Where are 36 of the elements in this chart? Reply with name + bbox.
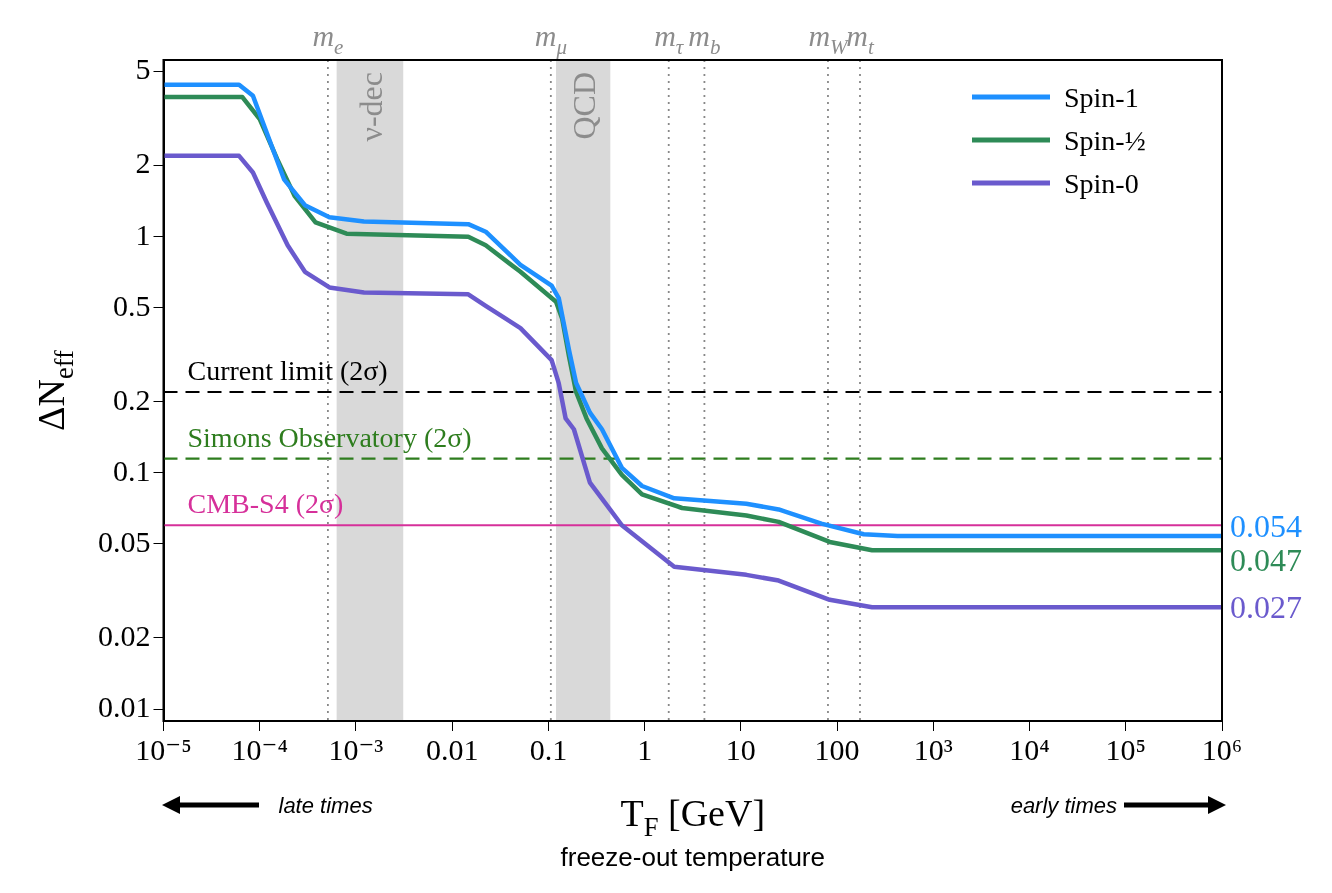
y-tick-label: 0.5 — [113, 288, 151, 322]
band-label: QCD — [566, 72, 603, 140]
x-tick-label: 10⁻³ — [328, 732, 384, 766]
x-tick-label: 10⁵ — [1105, 732, 1147, 766]
band-label: ν-dec — [352, 72, 389, 142]
x-tick-label: 10³ — [913, 732, 953, 766]
x-tick-label: 10⁻⁵ — [135, 732, 192, 766]
text: freeze-out temperature — [560, 842, 825, 872]
x-tick-label: 0.01 — [425, 732, 479, 766]
legend-label: Spin-1 — [1064, 82, 1139, 113]
y-tick-label: 0.01 — [98, 689, 151, 723]
data-label: 0.027 — [1230, 589, 1302, 626]
x-tick-label: 10 — [725, 732, 756, 766]
text: early times — [1010, 793, 1117, 818]
y-tick-label: 5 — [135, 52, 151, 86]
x-tick-label: 1 — [637, 732, 653, 766]
x-tick-label: 10⁴ — [1009, 732, 1050, 766]
text: late times — [278, 793, 373, 818]
x-tick-label: 0.1 — [529, 732, 568, 766]
y-tick-label: 0.2 — [113, 382, 151, 416]
data-label: 0.047 — [1230, 542, 1302, 579]
x-tick-label: 10⁶ — [1201, 732, 1243, 766]
y-tick-label: 0.05 — [98, 524, 151, 558]
data-label: 0.054 — [1230, 508, 1302, 545]
y-tick-label: 0.02 — [98, 618, 151, 652]
y-tick-label: 2 — [135, 146, 151, 180]
x-tick-label: 100 — [814, 732, 860, 766]
x-tick-label: 10⁻⁴ — [231, 732, 288, 766]
y-tick-label: 0.1 — [113, 453, 151, 487]
ref-line-label: Simons Observatory (2σ) — [187, 421, 472, 453]
y-tick-label: 1 — [135, 217, 151, 251]
ref-line-label: CMB-S4 (2σ) — [187, 488, 344, 520]
legend-label: Spin-½ — [1064, 125, 1146, 156]
legend-label: Spin-0 — [1064, 168, 1139, 199]
y-axis-title: ΔNeff — [29, 349, 79, 431]
ref-line-label: Current limit (2σ) — [187, 355, 388, 386]
